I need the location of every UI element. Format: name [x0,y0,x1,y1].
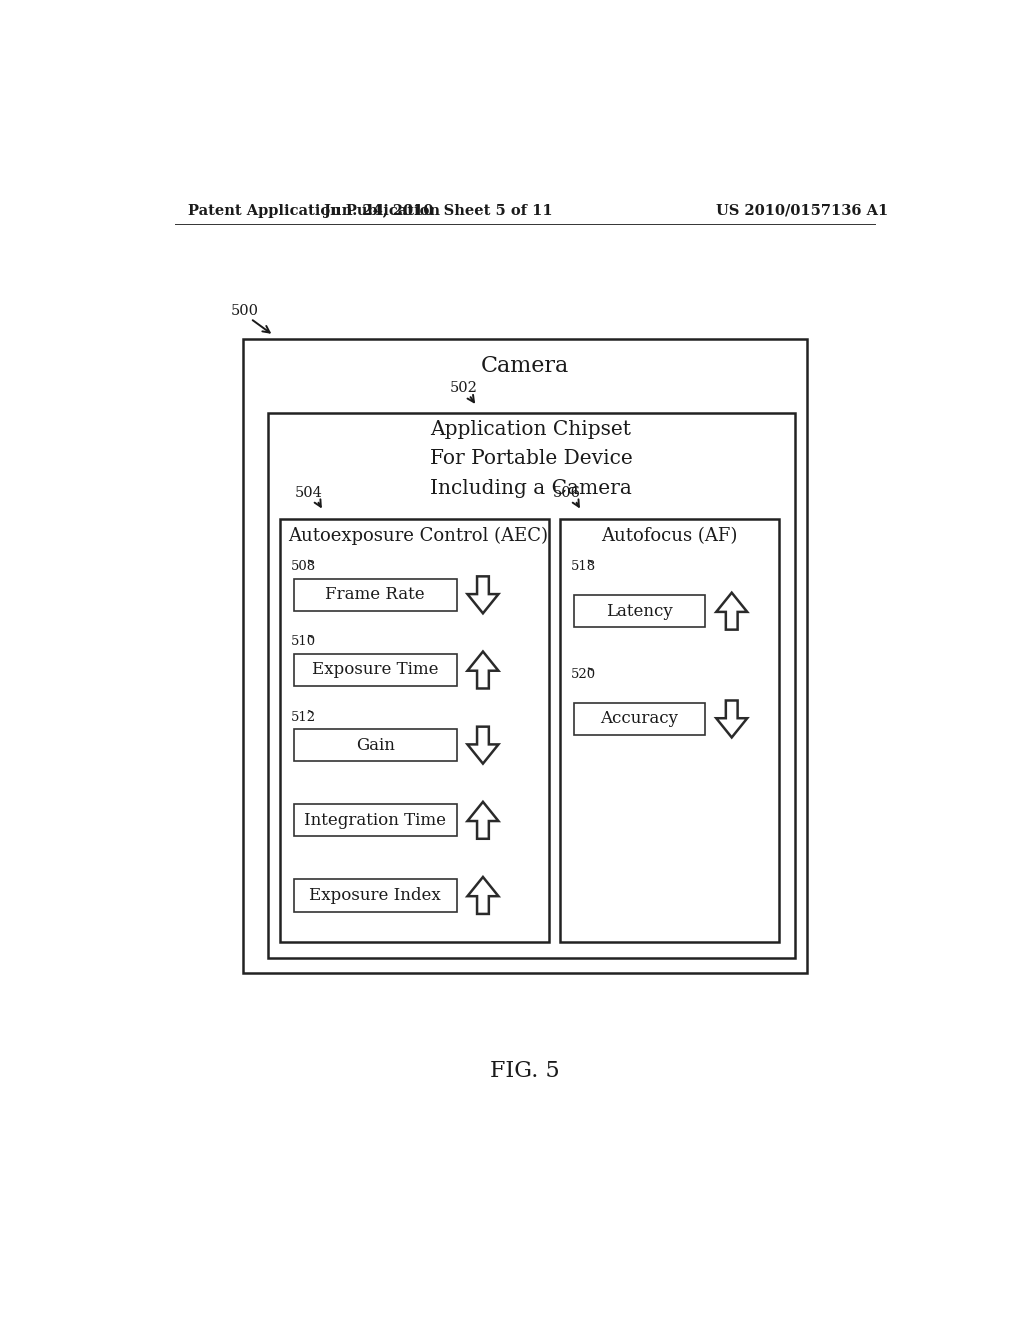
Text: 508: 508 [291,561,315,573]
Text: Gain: Gain [355,737,394,754]
Text: Autoexposure Control (AEC): Autoexposure Control (AEC) [288,527,548,545]
Text: Accuracy: Accuracy [600,710,679,727]
Text: Integration Time: Integration Time [304,812,446,829]
Text: Jun. 24, 2010  Sheet 5 of 11: Jun. 24, 2010 Sheet 5 of 11 [324,203,552,218]
Text: Latency: Latency [606,603,673,619]
Polygon shape [716,701,748,738]
Bar [294,729,457,762]
Text: 500: 500 [231,304,259,318]
Bar [280,519,549,942]
Text: Application Chipset
For Portable Device
Including a Camera: Application Chipset For Portable Device … [430,420,633,498]
Bar [294,879,457,912]
Polygon shape [716,593,748,630]
Text: FIG. 5: FIG. 5 [490,1060,559,1082]
Bar [243,339,807,973]
Text: Patent Application Publication: Patent Application Publication [188,203,440,218]
Text: 510: 510 [291,635,315,648]
Text: Frame Rate: Frame Rate [326,586,425,603]
Text: 506: 506 [553,486,581,500]
Text: Camera: Camera [480,355,569,378]
Text: Exposure Index: Exposure Index [309,887,441,904]
Text: 502: 502 [450,381,477,395]
Text: 520: 520 [570,668,596,681]
Bar [573,702,706,735]
Text: Exposure Time: Exposure Time [312,661,438,678]
Polygon shape [467,726,499,763]
Polygon shape [467,577,499,614]
Text: Autofocus (AF): Autofocus (AF) [601,527,737,545]
Polygon shape [467,652,499,689]
Polygon shape [467,801,499,838]
Bar [294,578,457,611]
Bar [294,653,457,686]
Text: 518: 518 [570,561,596,573]
Bar [560,519,779,942]
Bar [294,804,457,837]
Text: 504: 504 [295,486,323,500]
Text: US 2010/0157136 A1: US 2010/0157136 A1 [716,203,889,218]
Polygon shape [467,876,499,913]
Bar [573,595,706,627]
Bar [267,412,795,958]
Text: 512: 512 [291,710,315,723]
